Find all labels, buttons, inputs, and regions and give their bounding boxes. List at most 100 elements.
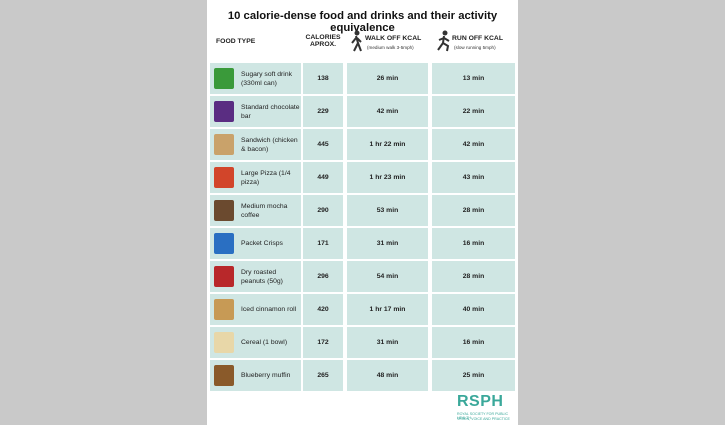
value-cell: 48 min — [347, 360, 428, 391]
value-cell: 229 — [303, 96, 343, 127]
cell-text: Standard chocolate bar — [241, 103, 300, 120]
cell-text: 265 — [317, 372, 329, 379]
food-icon — [214, 332, 234, 353]
cell-text: 229 — [317, 108, 329, 115]
cell-text: 420 — [317, 306, 329, 313]
cell-text: 42 min — [462, 141, 485, 148]
cell-text: 54 min — [376, 273, 399, 280]
value-cell: 445 — [303, 129, 343, 160]
cell-text: 53 min — [376, 207, 399, 214]
food-cell: Cereal (1 bowl) — [210, 327, 301, 358]
value-cell: 53 min — [347, 195, 428, 226]
walk-icon — [351, 30, 362, 52]
cell-text: 16 min — [462, 339, 485, 346]
logo-line: VISION, VOICE AND PRACTICE — [457, 417, 510, 421]
cell-text: Medium mocha coffee — [241, 202, 288, 219]
cell-text: 290 — [317, 207, 329, 214]
header-food: FOOD TYPE — [216, 38, 256, 45]
cell-text: 22 min — [462, 108, 485, 115]
cell-text: 1 hr 23 min — [369, 174, 406, 181]
food-icon — [214, 365, 234, 386]
header-run: RUN OFF KCAL — [452, 35, 503, 42]
cell-text: 296 — [317, 273, 329, 280]
cell-text: 172 — [317, 339, 329, 346]
cell-text: Cereal (1 bowl) — [241, 339, 288, 346]
value-cell: 171 — [303, 228, 343, 259]
title: 10 calorie-dense food and drinks and the… — [227, 10, 498, 34]
value-cell: 22 min — [432, 96, 515, 127]
cell-text: Blueberry muffin — [241, 372, 291, 379]
header-walk-note: (medium walk 3-5mph) — [367, 45, 414, 50]
cell-text: 31 min — [376, 240, 399, 247]
infographic: 10 calorie-dense food and drinks and the… — [207, 0, 518, 425]
value-cell: 28 min — [432, 261, 515, 292]
cell-text: 16 min — [462, 240, 485, 247]
value-cell: 26 min — [347, 63, 428, 94]
run-icon — [437, 30, 450, 52]
cell-text: 449 — [317, 174, 329, 181]
value-cell: 28 min — [432, 195, 515, 226]
value-cell: 42 min — [347, 96, 428, 127]
cell-text: 1 hr 17 min — [369, 306, 406, 313]
cell-text: 1 hr 22 min — [369, 141, 406, 148]
cell-text: Sandwich (chicken & bacon) — [241, 136, 298, 153]
header-walk: WALK OFF KCAL — [365, 35, 422, 42]
food-icon — [214, 167, 234, 188]
cell-text: 13 min — [462, 75, 485, 82]
value-cell: 31 min — [347, 327, 428, 358]
value-cell: 54 min — [347, 261, 428, 292]
cell-text: 171 — [317, 240, 329, 247]
food-icon — [214, 101, 234, 122]
food-cell: Standard chocolate bar — [210, 96, 301, 127]
food-cell: Iced cinnamon roll — [210, 294, 301, 325]
cell-text: 28 min — [462, 207, 485, 214]
cell-text: 138 — [317, 75, 329, 82]
value-cell: 138 — [303, 63, 343, 94]
value-cell: 296 — [303, 261, 343, 292]
food-cell: Medium mocha coffee — [210, 195, 301, 226]
value-cell: 43 min — [432, 162, 515, 193]
food-cell: Large Pizza (1/4 pizza) — [210, 162, 301, 193]
logo-line: ROYAL SOCIETY FOR PUBLIC HEALTH — [457, 412, 509, 420]
cell-text: 26 min — [376, 75, 399, 82]
food-cell: Packet Crisps — [210, 228, 301, 259]
value-cell: 449 — [303, 162, 343, 193]
food-icon — [214, 134, 234, 155]
food-cell: Dry roasted peanuts (50g) — [210, 261, 301, 292]
cell-text: Large Pizza (1/4 pizza) — [241, 169, 291, 186]
value-cell: 1 hr 22 min — [347, 129, 428, 160]
food-cell: Sugary soft drink (330ml can) — [210, 63, 301, 94]
cell-text: Iced cinnamon roll — [241, 306, 297, 313]
value-cell: 290 — [303, 195, 343, 226]
value-cell: 172 — [303, 327, 343, 358]
food-cell: Sandwich (chicken & bacon) — [210, 129, 301, 160]
cell-text: 43 min — [462, 174, 485, 181]
cell-text: 31 min — [376, 339, 399, 346]
cell-text: 40 min — [462, 306, 485, 313]
cell-text: Dry roasted peanuts (50g) — [241, 268, 283, 285]
cell-text: 28 min — [462, 273, 485, 280]
cell-text: 445 — [317, 141, 329, 148]
cell-text: Packet Crisps — [241, 240, 283, 247]
food-icon — [214, 233, 234, 254]
value-cell: 31 min — [347, 228, 428, 259]
value-cell: 40 min — [432, 294, 515, 325]
food-icon — [214, 266, 234, 287]
value-cell: 25 min — [432, 360, 515, 391]
header-run-note: (slow running 5mph) — [454, 45, 496, 50]
value-cell: 1 hr 23 min — [347, 162, 428, 193]
value-cell: 13 min — [432, 63, 515, 94]
value-cell: 16 min — [432, 228, 515, 259]
cell-text: Sugary soft drink (330ml can) — [241, 70, 292, 87]
value-cell: 265 — [303, 360, 343, 391]
value-cell: 42 min — [432, 129, 515, 160]
cell-text: 42 min — [376, 108, 399, 115]
food-icon — [214, 200, 234, 221]
value-cell: 16 min — [432, 327, 515, 358]
value-cell: 420 — [303, 294, 343, 325]
cell-text: 48 min — [376, 372, 399, 379]
food-icon — [214, 299, 234, 320]
cell-text: 25 min — [462, 372, 485, 379]
food-icon — [214, 68, 234, 89]
